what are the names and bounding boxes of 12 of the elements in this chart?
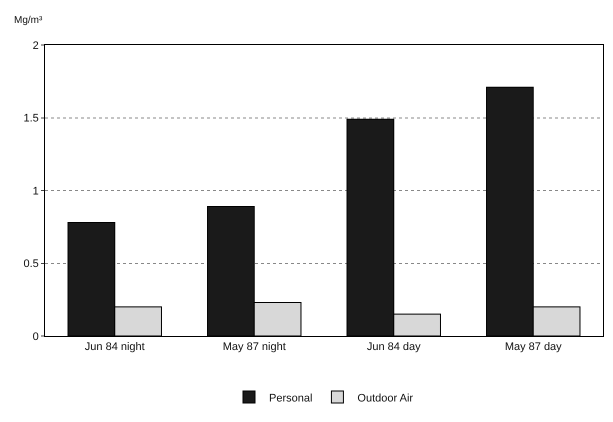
x-tick-label: Jun 84 night bbox=[84, 341, 145, 354]
y-tick-label: 0.5 bbox=[24, 258, 39, 270]
y-tick-label: 2 bbox=[32, 40, 39, 52]
y-axis-title: Mg/m³ bbox=[14, 15, 43, 26]
x-tick-label: May 87 day bbox=[504, 341, 562, 354]
legend-label: Personal bbox=[269, 392, 312, 404]
y-tick-label: 1 bbox=[32, 185, 39, 198]
x-tick-label: May 87 night bbox=[222, 341, 286, 354]
legend-label: Outdoor Air bbox=[357, 392, 414, 404]
x-tick-label: Jun 84 day bbox=[366, 341, 422, 354]
y-tick-label: 0 bbox=[32, 330, 39, 343]
y-tick-label: 1.5 bbox=[24, 112, 39, 125]
